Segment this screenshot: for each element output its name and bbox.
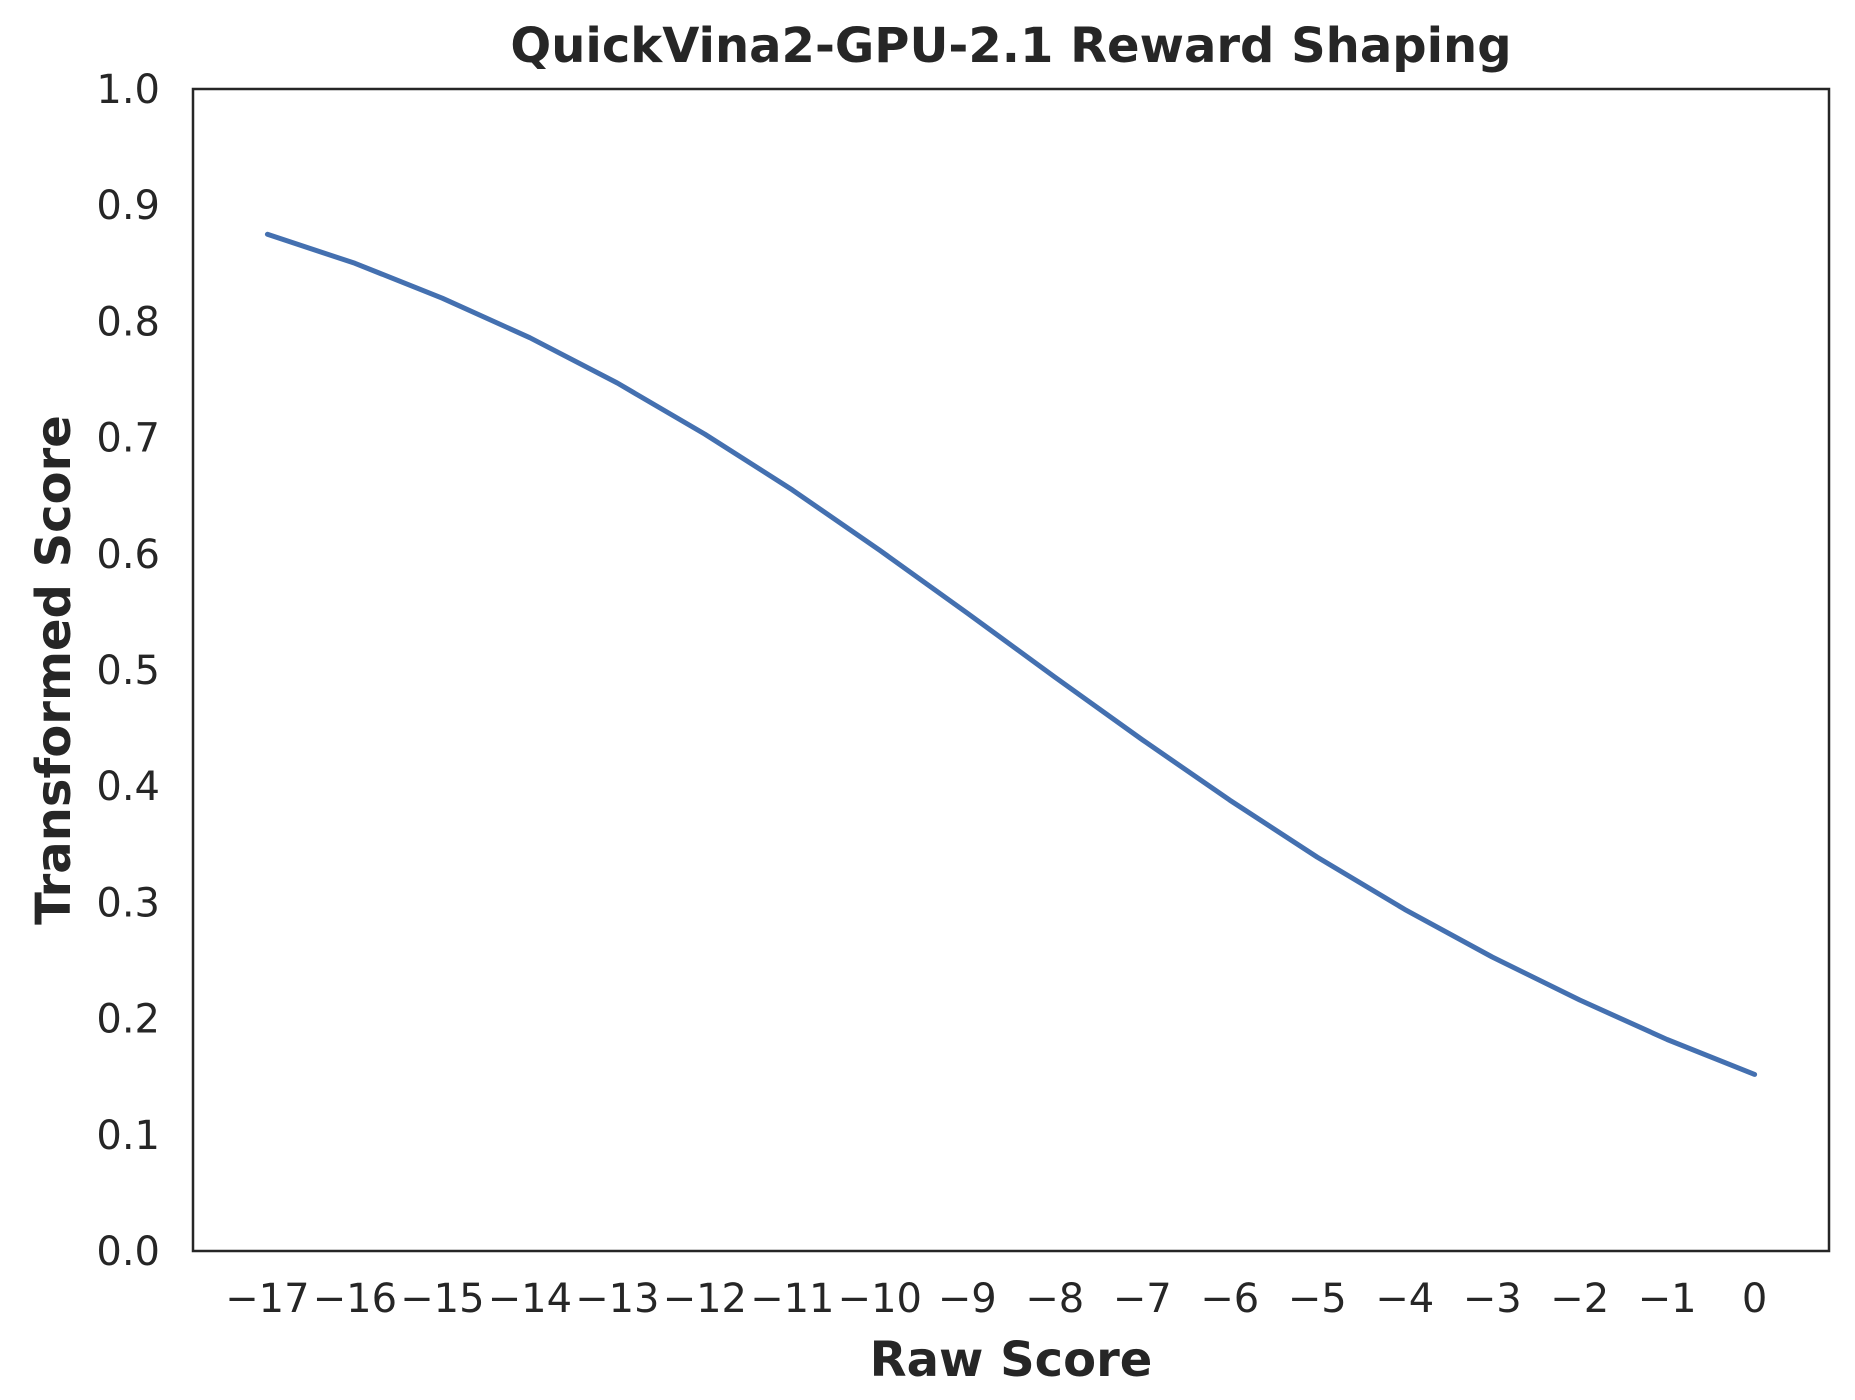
- x-tick-label: −11: [750, 1276, 834, 1322]
- x-tick-label: −5: [1288, 1276, 1347, 1322]
- y-tick-label: 0.4: [96, 764, 160, 810]
- y-tick-label: 0.9: [96, 183, 160, 229]
- y-tick-label: 1.0: [96, 67, 160, 113]
- plot-frame: [191, 87, 1831, 1253]
- x-tick-label: −12: [663, 1276, 747, 1322]
- x-axis-label: Raw Score: [870, 1332, 1153, 1388]
- x-tick-label: −7: [1113, 1276, 1172, 1322]
- x-tick-label: −13: [575, 1276, 659, 1322]
- x-tick-label: −17: [225, 1276, 309, 1322]
- x-tick-label: −6: [1200, 1276, 1259, 1322]
- x-tick-label: −2: [1550, 1276, 1609, 1322]
- y-tick-label: 0.2: [96, 997, 160, 1043]
- y-tick-label: 0.8: [96, 299, 160, 345]
- x-tick-label: −3: [1463, 1276, 1522, 1322]
- y-tick-label: 0.3: [96, 880, 160, 926]
- x-tick-label: −9: [938, 1276, 997, 1322]
- x-tick-label: −10: [838, 1276, 922, 1322]
- x-tick-label: −16: [313, 1276, 397, 1322]
- x-tick-label: −14: [488, 1276, 572, 1322]
- y-axis: 0.0 0.1 0.2 0.3 0.4 0.5 0.6 0.7 0.8 0.9 1.0: [96, 67, 160, 1275]
- y-tick-label: 0.1: [96, 1113, 160, 1159]
- chart-title: QuickVina2-GPU-2.1 Reward Shaping: [510, 18, 1511, 74]
- y-tick-label: 0.6: [96, 532, 160, 578]
- series-line: [264, 231, 1758, 1077]
- y-tick-label: 0.5: [96, 648, 160, 694]
- x-axis: −17 −16 −15 −14 −13 −12 −11 −10 −9 −8 −7 −6 −5 −4 −3 −2…: [225, 1276, 1767, 1322]
- x-tick-label: −1: [1638, 1276, 1697, 1322]
- y-axis-label: Transformed Score: [26, 415, 82, 925]
- plot-area: [264, 231, 1758, 1077]
- x-tick-label: −4: [1375, 1276, 1434, 1322]
- x-tick-label: −15: [400, 1276, 484, 1322]
- y-tick-label: 0.0: [96, 1229, 160, 1275]
- y-tick-label: 0.7: [96, 416, 160, 462]
- x-tick-label: −8: [1025, 1276, 1084, 1322]
- x-tick-label: 0: [1742, 1276, 1767, 1322]
